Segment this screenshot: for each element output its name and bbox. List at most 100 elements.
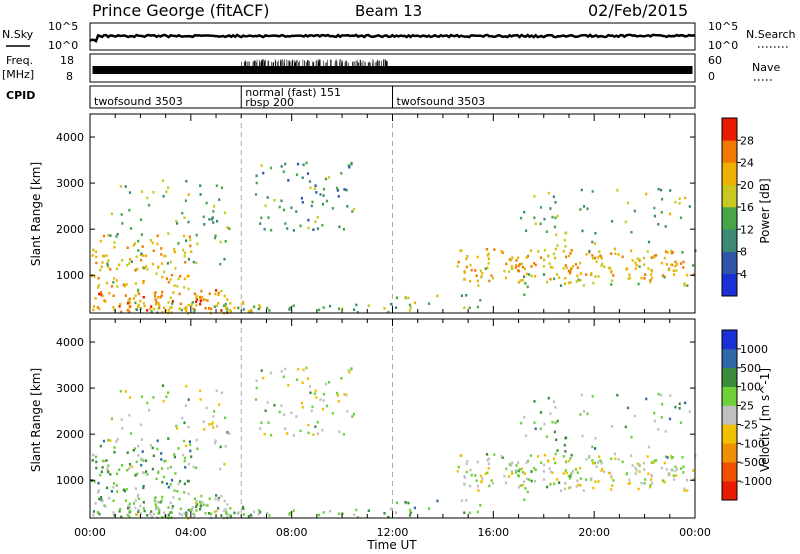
power-cell	[674, 200, 677, 204]
velocity-cell	[476, 510, 479, 514]
power-colorbar-swatch	[722, 140, 737, 163]
power-cell	[266, 196, 269, 199]
velocity-cell	[470, 473, 473, 477]
velocity-cell	[136, 472, 139, 476]
power-cell	[212, 221, 215, 224]
velocity-cell	[176, 489, 179, 493]
velocity-colorbar-swatch	[722, 348, 737, 369]
power-cell	[135, 308, 139, 312]
velocity-cell	[140, 457, 143, 460]
power-cell	[465, 265, 468, 269]
velocity-cell	[258, 509, 261, 512]
power-cell	[554, 201, 557, 204]
power-cell	[112, 281, 115, 284]
velocity-cell	[142, 501, 145, 504]
power-cell	[510, 259, 513, 262]
power-cell	[267, 216, 270, 219]
power-cell	[337, 195, 340, 198]
velocity-cell	[528, 478, 531, 481]
power-cell	[130, 260, 133, 263]
power-cell	[563, 282, 567, 286]
velocity-cell	[190, 455, 193, 458]
velocity-cell	[484, 472, 487, 475]
power-cell	[108, 291, 111, 295]
power-cell	[260, 164, 263, 167]
velocity-cell	[533, 467, 536, 470]
velocity-cell	[225, 515, 229, 519]
velocity-cell	[671, 456, 674, 459]
velocity-cell	[169, 511, 172, 514]
velocity-cell	[107, 438, 110, 442]
power-cell	[184, 261, 187, 264]
power-colorbar-swatch	[722, 251, 737, 275]
velocity-cell	[661, 402, 664, 406]
velocity-cell	[504, 481, 507, 485]
power-cell	[324, 177, 328, 181]
velocity-cell	[108, 496, 111, 500]
power-cell	[228, 309, 232, 312]
velocity-cell	[169, 465, 172, 469]
power-cell	[510, 265, 513, 268]
power-cell	[113, 241, 116, 244]
velocity-cell	[290, 411, 293, 414]
power-cell	[653, 214, 656, 218]
velocity-cell	[212, 415, 215, 418]
power-cell	[564, 277, 567, 280]
velocity-cell	[220, 391, 224, 395]
power-cell	[603, 265, 606, 269]
power-cell	[479, 269, 482, 273]
velocity-cell	[136, 495, 139, 498]
power-cell	[228, 227, 231, 230]
power-cell	[152, 249, 155, 253]
power-cell	[214, 292, 217, 296]
power-cell	[119, 185, 122, 188]
velocity-cell	[126, 507, 130, 510]
velocity-cell	[322, 392, 326, 396]
power-cell	[263, 227, 266, 231]
velocity-cell	[195, 505, 198, 509]
power-cell	[202, 215, 205, 219]
velocity-cell	[316, 420, 319, 424]
power-cell	[457, 260, 460, 264]
power-cell	[203, 223, 206, 226]
power-cell	[526, 254, 530, 258]
power-cell	[588, 249, 591, 253]
velocity-cell	[196, 503, 199, 506]
power-cell	[628, 276, 631, 280]
velocity-cell	[570, 453, 573, 457]
power-cell	[208, 307, 211, 310]
velocity-cell	[367, 509, 370, 512]
velocity-cell	[158, 509, 161, 512]
velocity-cell	[644, 478, 647, 481]
velocity-cell	[546, 485, 549, 489]
power-cell	[202, 298, 205, 302]
power-cell	[524, 282, 527, 285]
power-cell	[670, 249, 673, 253]
velocity-cell	[124, 499, 127, 502]
power-cell	[169, 260, 172, 264]
velocity-cell	[268, 514, 271, 517]
velocity-cell	[146, 514, 149, 517]
velocity-cell	[295, 415, 298, 418]
power-cell	[579, 208, 582, 211]
power-cell	[242, 302, 245, 306]
velocity-cell	[345, 393, 348, 397]
velocity-cell	[645, 397, 648, 401]
velocity-cell	[191, 506, 194, 509]
velocity-colorbar-swatch	[722, 405, 737, 425]
velocity-cell	[610, 488, 613, 491]
power-cell	[167, 301, 170, 304]
power-colorbar-swatch	[722, 207, 737, 230]
power-cell	[307, 226, 310, 230]
power-cell	[143, 266, 146, 270]
velocity-cell	[146, 401, 149, 405]
velocity-cell	[347, 369, 350, 372]
power-cell	[534, 263, 537, 267]
power-cell	[672, 269, 675, 272]
velocity-cell	[196, 447, 199, 451]
power-cell	[142, 280, 145, 283]
velocity-cell	[552, 400, 555, 404]
velocity-cell	[341, 512, 344, 515]
power-scatter	[90, 161, 697, 315]
